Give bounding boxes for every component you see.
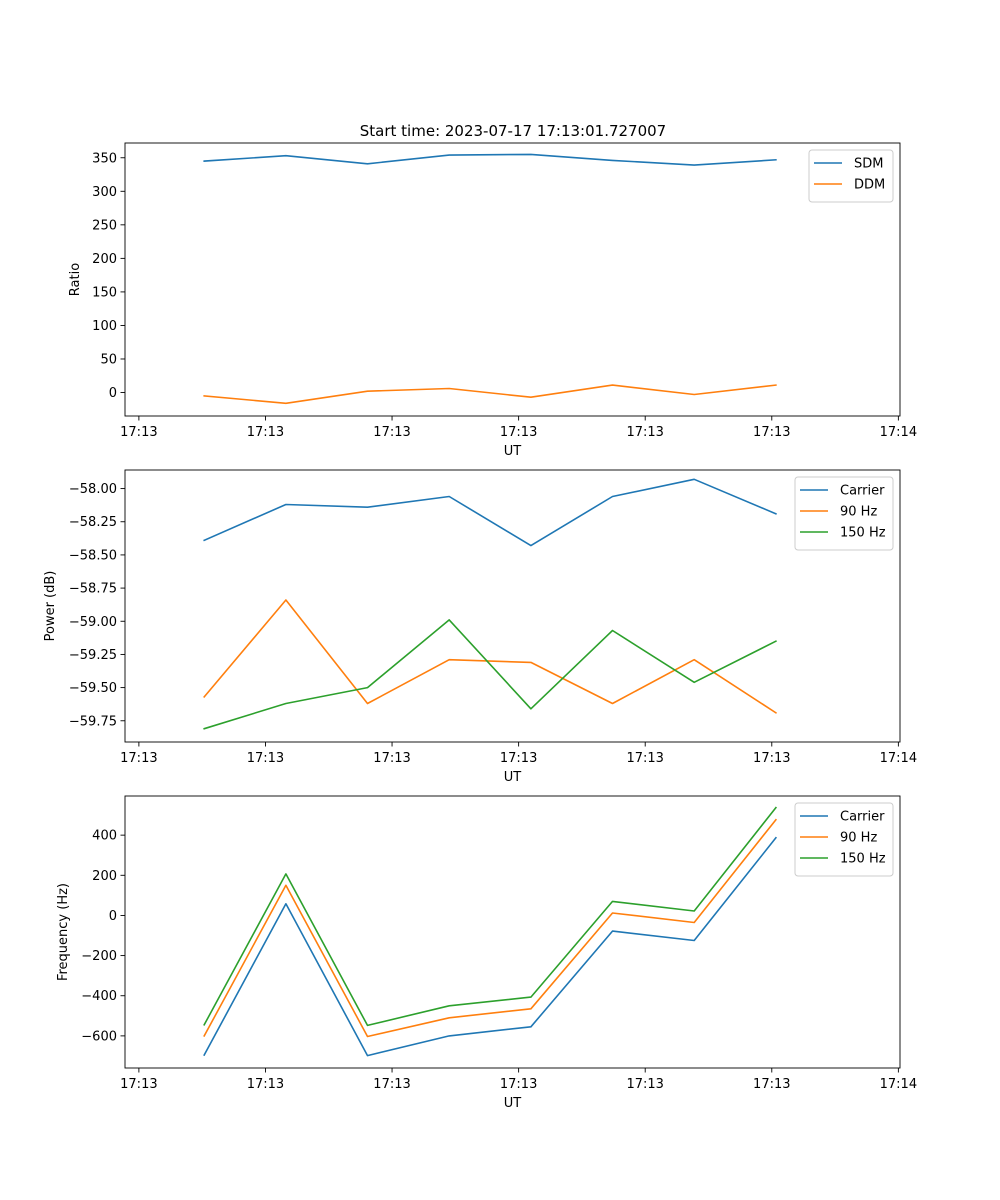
y-tick-label: −58.75 [69, 582, 117, 597]
x-tick-label: 17:13 [373, 1077, 410, 1092]
series-line-90-hz [203, 818, 778, 1038]
x-tick-label: 17:14 [880, 1077, 917, 1092]
axes-frame [124, 142, 901, 417]
y-tick-label: 350 [92, 151, 117, 166]
x-tick-label: 17:13 [500, 425, 537, 440]
x-tick-label: 17:13 [753, 425, 790, 440]
y-tick-label: 250 [92, 218, 117, 233]
series-line-carrier [203, 836, 778, 1057]
x-tick-label: 17:13 [247, 425, 284, 440]
y-axis-label: Frequency (Hz) [56, 883, 71, 981]
y-tick-label: −58.50 [69, 548, 117, 563]
frequency-chart: 17:13 17:13 17:13 17:13 17:13 17:13 17:14 400 20… [56, 795, 917, 1111]
legend-label: Carrier [840, 484, 885, 499]
series-line-150-hz [203, 619, 777, 730]
x-tick-label: 17:13 [500, 751, 537, 766]
ratio-chart: 17:13 17:13 17:13 17:13 17:13 17:13 17:14 0 50 10… [68, 142, 917, 459]
x-tick-label: 17:13 [373, 751, 410, 766]
y-tick-label: 0 [109, 386, 117, 401]
legend: SDM DDM [808, 149, 894, 203]
y-tick-label: −59.50 [69, 681, 117, 696]
series-line-sdm [203, 153, 777, 166]
y-tick-label: 0 [109, 909, 117, 924]
y-axis-label: Power (dB) [43, 571, 58, 642]
legend: Carrier 90 Hz 150 Hz [794, 476, 894, 551]
series-line-90-hz [203, 599, 778, 714]
legend-label: Carrier [840, 810, 885, 825]
power-chart: 17:13 17:13 17:13 17:13 17:13 17:13 17:14 −58.0… [43, 469, 917, 785]
y-tick-label: 200 [92, 252, 117, 267]
series-line-150-hz [203, 806, 778, 1027]
x-tick-label: 17:14 [880, 751, 917, 766]
series-line-carrier [203, 478, 777, 547]
legend-label: SDM [854, 157, 883, 172]
x-tick-label: 17:13 [500, 1077, 537, 1092]
x-axis-label: UT [504, 1096, 522, 1111]
y-tick-label: −200 [81, 949, 117, 964]
x-tick-label: 17:13 [247, 1077, 284, 1092]
x-tick-label: 17:13 [247, 751, 284, 766]
axes-frame [124, 469, 901, 743]
x-tick-label: 17:13 [120, 425, 157, 440]
legend-label: 150 Hz [840, 526, 886, 541]
legend-label: 90 Hz [840, 505, 877, 520]
y-tick-label: −600 [81, 1029, 117, 1044]
y-tick-label: −59.00 [69, 615, 117, 630]
x-tick-label: 17:13 [753, 751, 790, 766]
y-tick-label: 100 [92, 319, 117, 334]
legend-label: 90 Hz [840, 831, 877, 846]
y-tick-label: −58.25 [69, 515, 117, 530]
figure-title: Start time: 2023-07-17 17:13:01.727007 [360, 122, 666, 140]
y-tick-label: 150 [92, 285, 117, 300]
axes-frame [124, 795, 901, 1069]
legend-label: DDM [854, 178, 885, 193]
y-tick-label: −59.25 [69, 648, 117, 663]
x-tick-label: 17:14 [880, 425, 917, 440]
y-axis-label: Ratio [68, 263, 83, 296]
series-line-ddm [203, 384, 777, 405]
x-tick-label: 17:13 [626, 1077, 663, 1092]
y-tick-label: −58.00 [69, 482, 117, 497]
x-tick-label: 17:13 [626, 425, 663, 440]
x-tick-label: 17:13 [120, 1077, 157, 1092]
legend: Carrier 90 Hz 150 Hz [794, 802, 894, 877]
y-tick-label: 400 [92, 829, 117, 844]
x-tick-label: 17:13 [120, 751, 157, 766]
y-tick-label: 300 [92, 185, 117, 200]
y-tick-label: −400 [81, 989, 117, 1004]
y-tick-label: 200 [92, 869, 117, 884]
legend-label: 150 Hz [840, 852, 886, 867]
x-axis-label: UT [504, 770, 522, 785]
y-tick-label: 50 [100, 352, 117, 367]
y-tick-label: −59.75 [69, 714, 117, 729]
x-tick-label: 17:13 [626, 751, 663, 766]
x-axis-label: UT [504, 444, 522, 459]
x-tick-label: 17:13 [373, 425, 410, 440]
x-tick-label: 17:13 [753, 1077, 790, 1092]
